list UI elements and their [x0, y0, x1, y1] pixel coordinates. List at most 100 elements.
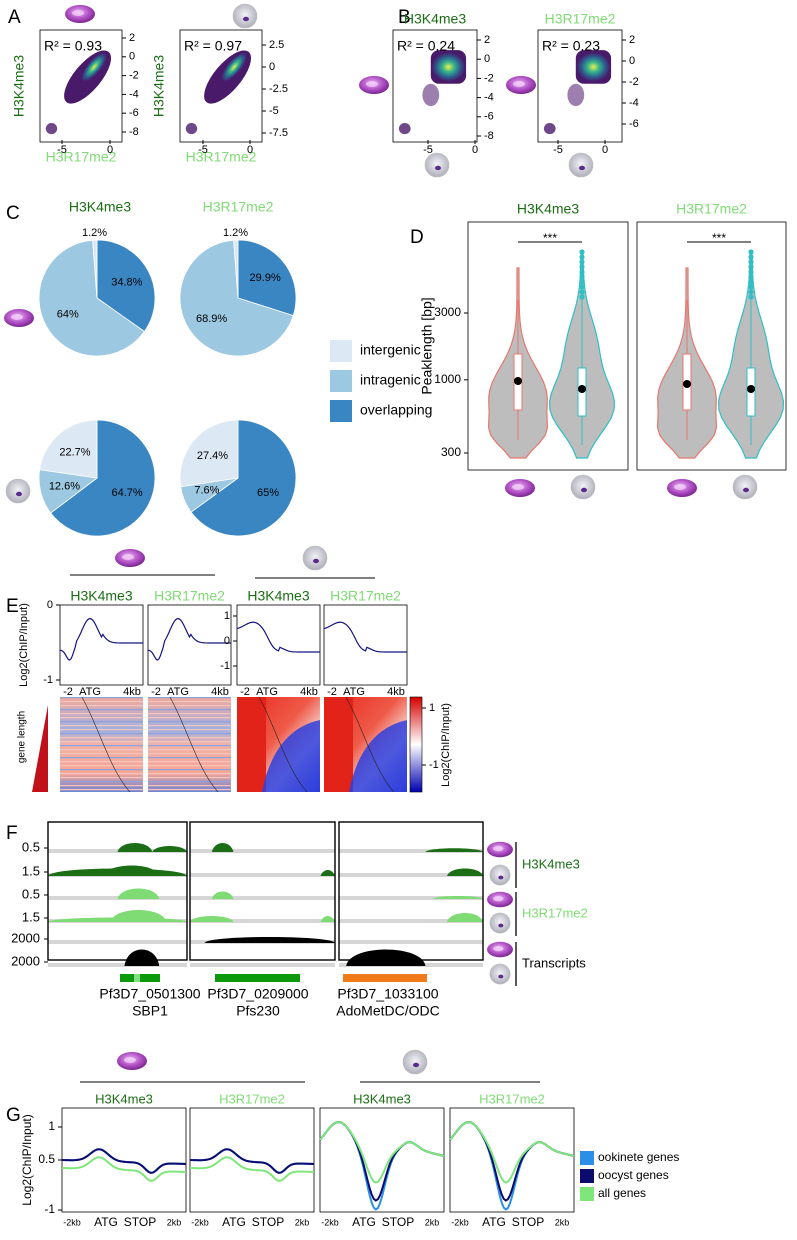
x-tick-label: -5: [423, 144, 433, 156]
heatmap-stripe: [148, 757, 231, 759]
track-baseline: [339, 940, 483, 944]
x-tick-label: 2kb: [425, 1217, 440, 1227]
frame: [39, 29, 123, 143]
panel-label: B: [398, 7, 411, 28]
profile-line: [449, 1120, 575, 1184]
track-baseline: [48, 963, 187, 967]
colorbar-label: Log2(ChIP/Input): [440, 703, 452, 787]
profile-line: [61, 1148, 187, 1174]
pie-slice: [179, 419, 239, 488]
coverage-peak: [320, 916, 335, 922]
x-tick-label: STOP: [252, 1215, 284, 1229]
heatmap-stripe: [148, 709, 231, 711]
heatmap-stripe: [148, 697, 231, 699]
x-tick-label: 4kb: [300, 686, 318, 698]
heatmap-stripe: [60, 785, 143, 787]
coverage-peak: [117, 888, 160, 899]
coverage-peak: [204, 937, 335, 943]
data-label: 68.9%: [196, 313, 227, 325]
profile-line: [189, 1156, 315, 1182]
pie-slice: [190, 419, 297, 537]
heatmap-stripe: [60, 701, 143, 703]
legend-swatch: [330, 340, 352, 362]
outlier: [748, 254, 754, 260]
gene-bar: [343, 974, 427, 982]
heatmap-stripe: [148, 701, 231, 703]
frame: [467, 221, 629, 471]
ookinete-icon: [4, 309, 34, 327]
gene-end-line: [345, 696, 395, 793]
coverage-peak: [190, 916, 234, 922]
density-cluster: [543, 122, 556, 135]
profile-line: [59, 617, 143, 661]
y-tick-label: 1.5: [22, 863, 40, 878]
gene-end-line: [81, 696, 131, 793]
heatmap-stripe: [148, 729, 231, 731]
data-label: 1.2%: [223, 227, 248, 239]
ookinete-icon: [505, 479, 535, 497]
x-tick-label: ATG: [94, 1215, 118, 1229]
heatmap-stripe: [148, 761, 231, 763]
heatmap-stripe: [148, 737, 231, 739]
oocyst-icon: [424, 152, 450, 178]
frame: [47, 821, 188, 961]
heatmap-stripe: [60, 777, 143, 779]
x-tick-label: -2: [240, 686, 250, 698]
profile-line: [61, 1156, 187, 1182]
plot-title: H3K4me3: [353, 1091, 411, 1106]
profile-line: [319, 1120, 445, 1184]
x-tick-label: 0: [602, 144, 608, 156]
signif-label: ***: [712, 231, 726, 245]
x-tick-label: -2: [327, 686, 337, 698]
pie-slice: [38, 239, 145, 357]
panel-label: E: [6, 596, 19, 617]
heatmap-stripe: [148, 721, 231, 723]
x-tick-label: -2: [151, 686, 161, 698]
ookinete-icon: [115, 549, 145, 567]
x-tick-label: ATG: [79, 686, 101, 698]
track-baseline: [190, 849, 335, 853]
pie-slice: [50, 419, 156, 537]
outlier: [579, 264, 585, 270]
plot-title: H3K4me3: [70, 588, 132, 604]
heatmap: [148, 697, 231, 792]
frame: [59, 604, 144, 686]
x-tick-label: -2kb: [321, 1217, 339, 1227]
y-tick-label: -6: [129, 107, 139, 119]
legend-label: intergenic: [360, 342, 421, 358]
frame: [537, 29, 623, 143]
track-baseline: [48, 849, 187, 853]
pie-slice: [179, 239, 294, 357]
outlier: [579, 254, 585, 260]
heatmap-region: [261, 720, 320, 792]
ookinete-icon: [359, 76, 389, 94]
heatmap-region: [348, 720, 407, 792]
pie-slice: [92, 239, 98, 299]
oocyst-icon: [302, 545, 328, 571]
y-axis-label: gene length: [17, 711, 28, 763]
heatmap: [60, 697, 143, 792]
coverage-peak: [447, 868, 483, 876]
x-tick-label: -2kb: [63, 1217, 81, 1227]
coverage-peak: [117, 843, 153, 852]
heatmap-stripe: [148, 777, 231, 779]
plot-title: H3R17me2: [154, 588, 225, 604]
y-tick-label: 0.5: [22, 839, 40, 854]
coverage-peak: [211, 843, 234, 852]
y-tick-label: 0.5: [22, 886, 40, 901]
heatmap-stripe: [148, 749, 231, 751]
frame: [319, 1107, 445, 1213]
colorbar: [409, 696, 423, 793]
frame: [147, 604, 232, 686]
heatmap-stripe: [148, 725, 231, 727]
legend-swatch: [330, 400, 352, 422]
heatmap-stripe: [60, 745, 143, 747]
heatmap-stripe: [60, 709, 143, 711]
outlier: [579, 284, 585, 290]
data-label: 64%: [57, 308, 79, 320]
coverage-peak: [320, 870, 335, 876]
outlier: [579, 269, 585, 275]
plot-title: H3R17me2: [330, 588, 401, 604]
plot-title: H3K4me3: [517, 201, 579, 217]
outlier: [579, 259, 585, 265]
